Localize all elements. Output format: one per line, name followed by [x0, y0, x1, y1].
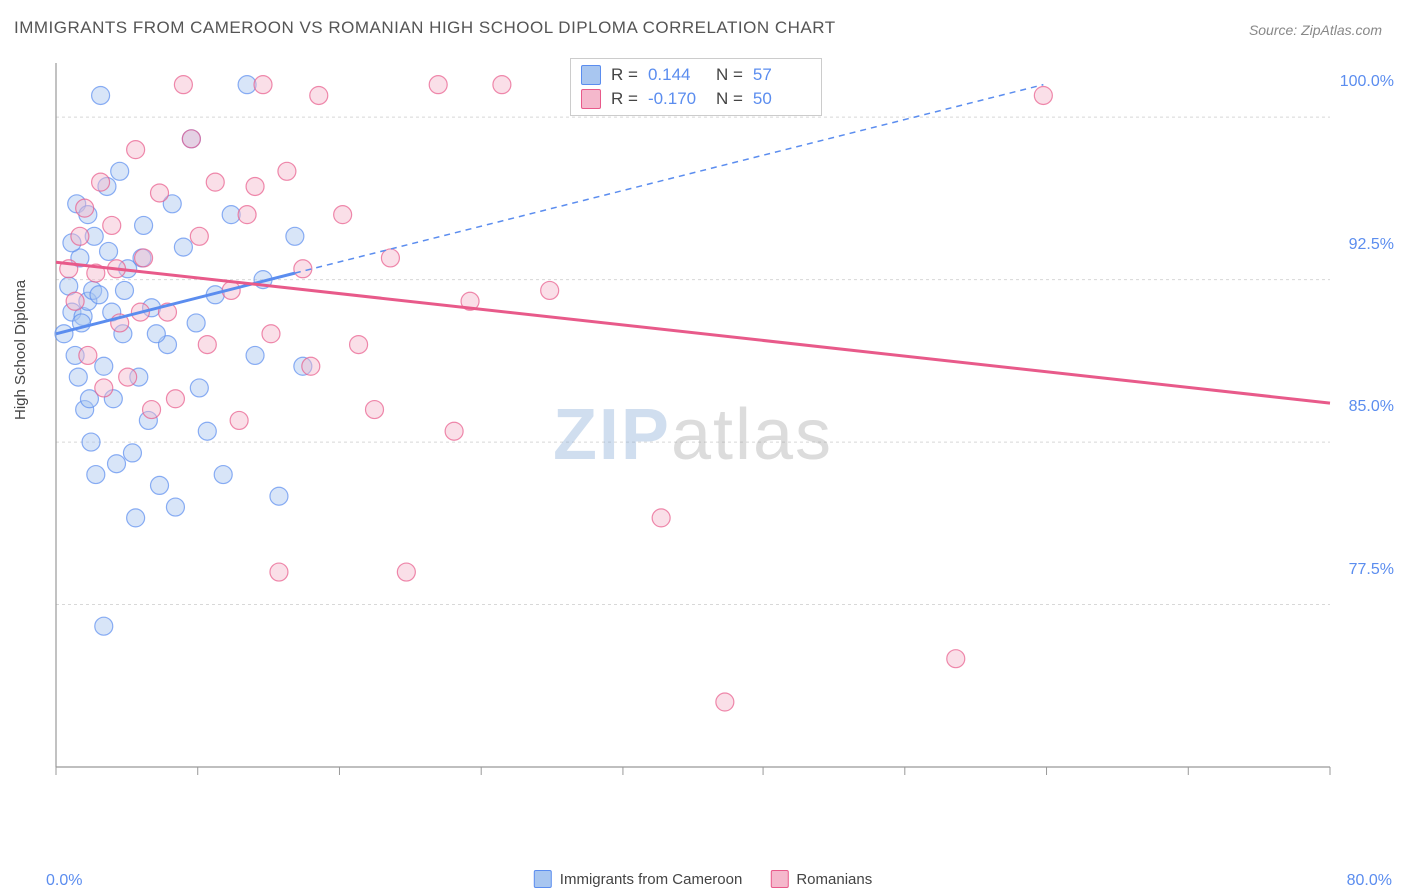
- r-value-series2: -0.170: [648, 89, 706, 109]
- y-tick-label: 100.0%: [1340, 73, 1394, 91]
- stats-swatch-series2: [581, 89, 601, 109]
- stats-row-series1: R = 0.144 N = 57: [581, 63, 811, 87]
- r-label: R =: [611, 89, 638, 109]
- y-axis-label: High School Diploma: [12, 280, 29, 420]
- x-tick-label: 80.0%: [1347, 872, 1392, 890]
- legend-label-series2: Romanians: [796, 871, 872, 888]
- scatter-chart-svg: [48, 55, 1338, 815]
- legend-item-series2: Romanians: [770, 870, 872, 888]
- legend-swatch-series1: [534, 870, 552, 888]
- n-label: N =: [716, 65, 743, 85]
- legend-label-series1: Immigrants from Cameroon: [560, 871, 743, 888]
- stats-row-series2: R = -0.170 N = 50: [581, 87, 811, 111]
- legend-swatch-series2: [770, 870, 788, 888]
- n-value-series1: 57: [753, 65, 811, 85]
- stats-swatch-series1: [581, 65, 601, 85]
- legend-item-series1: Immigrants from Cameroon: [534, 870, 743, 888]
- chart-plot-area: ZIPatlas: [48, 55, 1338, 815]
- r-label: R =: [611, 65, 638, 85]
- legend: Immigrants from Cameroon Romanians: [534, 870, 872, 888]
- source-attribution: Source: ZipAtlas.com: [1249, 22, 1382, 38]
- correlation-stats-box: R = 0.144 N = 57 R = -0.170 N = 50: [570, 58, 822, 116]
- x-tick-label: 0.0%: [46, 872, 82, 890]
- chart-title: IMMIGRANTS FROM CAMEROON VS ROMANIAN HIG…: [14, 18, 836, 38]
- y-tick-label: 92.5%: [1349, 236, 1394, 254]
- y-tick-label: 85.0%: [1349, 398, 1394, 416]
- n-label: N =: [716, 89, 743, 109]
- r-value-series1: 0.144: [648, 65, 706, 85]
- y-tick-label: 77.5%: [1349, 561, 1394, 579]
- n-value-series2: 50: [753, 89, 811, 109]
